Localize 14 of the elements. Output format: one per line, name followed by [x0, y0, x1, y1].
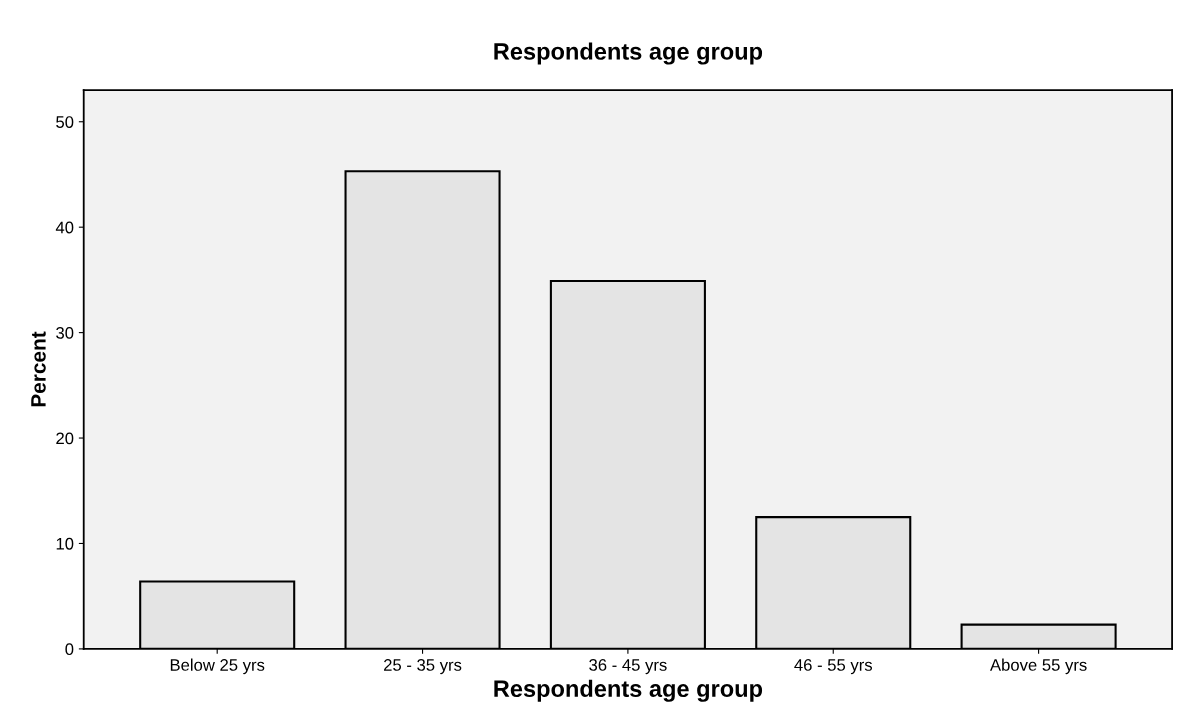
x-tick-label: Below 25 yrs: [170, 658, 265, 675]
x-axis-title: Respondents age group: [494, 679, 763, 702]
y-tick-label: 10: [56, 537, 74, 550]
x-tick-label: 46 - 55 yrs: [794, 659, 873, 675]
chart-title: Respondents age group: [494, 42, 763, 65]
y-tick-label: 0: [65, 643, 74, 656]
y-tick-label: 40: [55, 221, 74, 234]
x-tick-label: Above 55 yrs: [990, 658, 1087, 675]
x-tick-label: 36 - 45 yrs: [589, 659, 667, 675]
x-tick-label: 25 - 35 yrs: [384, 659, 462, 675]
y-tick-label: 30: [56, 327, 74, 339]
y-tick-label: 20: [56, 432, 74, 445]
y-axis-title: Percent: [31, 331, 46, 407]
y-tick-label: 50: [56, 116, 74, 128]
